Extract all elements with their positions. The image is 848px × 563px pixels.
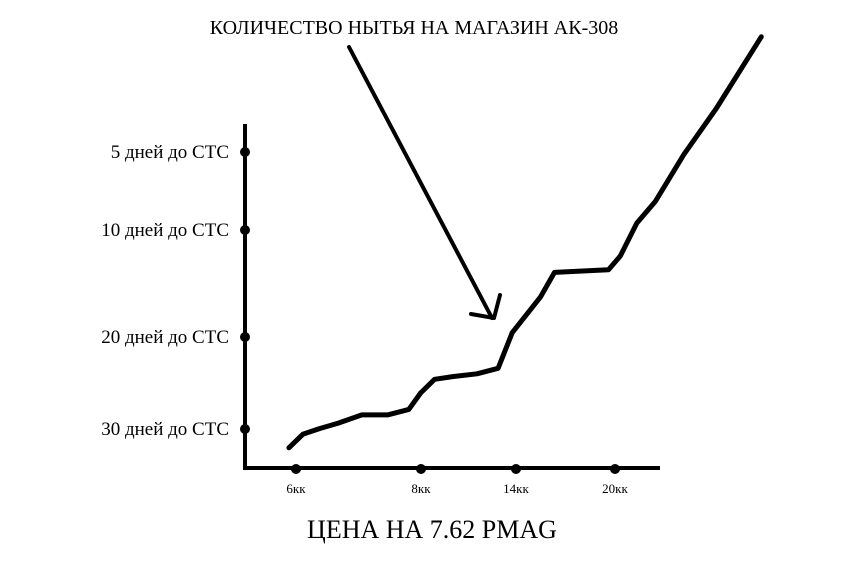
y-tick-label: 5 дней до СТС — [111, 142, 229, 163]
x-tick-dot — [511, 464, 521, 474]
x-tick-label: 14кк — [503, 481, 529, 496]
series-line — [286, 34, 764, 451]
x-tick-dot — [610, 464, 620, 474]
y-tick-dot — [240, 332, 250, 342]
y-tick-dot — [240, 424, 250, 434]
y-tick-label: 30 дней до СТС — [101, 419, 229, 440]
y-tick-dot — [240, 147, 250, 157]
chart-annotation: КОЛИЧЕСТВО НЫТЬЯ НА МАГАЗИН АК-308 — [210, 17, 619, 39]
annotation-arrow-shaft — [347, 45, 494, 320]
y-tick-dot — [240, 225, 250, 235]
x-tick-label: 20кк — [602, 481, 628, 496]
y-tick-label: 20 дней до СТС — [101, 327, 229, 348]
x-tick-label: 8кк — [411, 481, 431, 496]
x-tick-dot — [291, 464, 301, 474]
y-tick-label: 10 дней до СТС — [101, 220, 229, 241]
annotation-arrow-head — [469, 293, 502, 320]
x-axis-label: ЦЕНА НА 7.62 PMAG — [307, 515, 557, 544]
x-tick-dot — [416, 464, 426, 474]
x-tick-label: 6кк — [286, 481, 306, 496]
